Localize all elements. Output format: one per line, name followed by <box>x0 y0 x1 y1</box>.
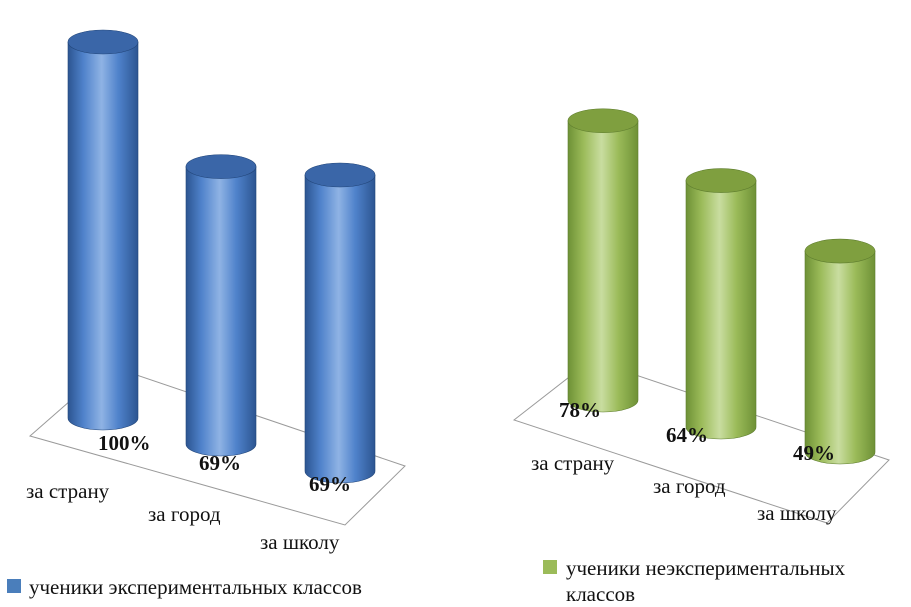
chart-1: 100% 69% 69% за страну за город за школу учени… <box>7 29 406 599</box>
cylinder-body <box>67 41 139 431</box>
cylinder-top <box>804 238 876 264</box>
cylinder-body <box>685 180 757 440</box>
category-label: за город <box>148 502 221 526</box>
cylinder-bar <box>67 29 139 431</box>
cylinder-body <box>185 166 257 457</box>
cylinder-top <box>304 162 376 188</box>
cylinder-top <box>185 154 257 179</box>
cylinder-body <box>304 174 376 484</box>
legend-swatch <box>7 579 21 593</box>
category-label: за страну <box>531 451 615 475</box>
value-label: 69% <box>309 472 351 496</box>
cylinder-top <box>567 108 639 134</box>
cylinder-body <box>567 120 639 413</box>
cylinder-top <box>685 168 757 193</box>
legend: ученики экспериментальных классов <box>7 575 362 599</box>
legend-label: классов <box>566 582 635 602</box>
cylinder-top <box>67 29 139 55</box>
value-label: 78% <box>559 398 601 422</box>
cylinder-bar <box>804 238 876 465</box>
legend-swatch <box>543 560 557 574</box>
cylinder-body <box>804 250 876 465</box>
cylinder-bar <box>304 162 376 484</box>
category-label: за город <box>653 474 726 498</box>
category-label: за школу <box>260 530 340 554</box>
chart-2: 78% 64% 49% за страну за город за школу ученик… <box>512 108 890 606</box>
cylinder-bar <box>685 168 757 440</box>
category-label: за страну <box>26 479 110 503</box>
value-label: 69% <box>199 451 241 475</box>
value-label: 100% <box>98 431 151 455</box>
value-label: 49% <box>793 441 835 465</box>
legend-label: ученики неэкспериментальных <box>566 556 846 580</box>
category-label: за школу <box>757 501 837 525</box>
cylinder-bar <box>567 108 639 413</box>
value-label: 64% <box>666 423 708 447</box>
legend-label: ученики экспериментальных классов <box>29 575 362 599</box>
cylinder-bar <box>185 154 257 457</box>
